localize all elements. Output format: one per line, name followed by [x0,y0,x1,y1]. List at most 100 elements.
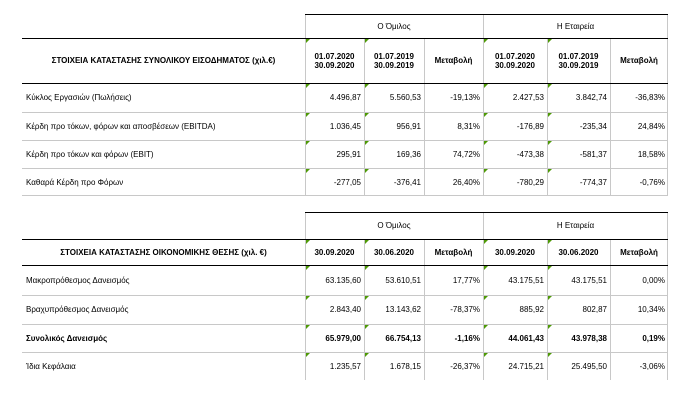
value-cell: -235,34 [579,121,607,131]
value-cell: -581,37 [579,149,607,159]
value-cell: 169,36 [396,149,421,159]
value-cell: 18,58% [637,149,665,159]
value-cell: -376,41 [393,177,421,187]
value-cell: 4.496,87 [329,93,361,102]
cell-marker-icon [484,296,488,300]
income-company-label: Η Εταιρεία [556,21,595,31]
value-cell: 956,91 [396,121,421,131]
income-column-header-row: ΣΤΟΙΧΕΙΑ ΚΑΤΑΣΤΑΣΗΣ ΣΥΝΟΛΙΚΟΥ ΕΙΣΟΔΗΜΑΤΟ… [22,38,668,83]
cell-marker-icon [548,169,552,173]
grid-line [364,239,365,380]
cell-marker-icon [306,84,310,88]
value-cell: 2.843,40 [329,305,361,314]
value-cell: -473,38 [516,149,544,159]
income-group-label: Ο Όμιλος [377,21,411,31]
grid-line [483,212,484,380]
value-cell: 43.175,51 [571,275,607,285]
value-cell: 10,34% [637,305,665,314]
value-cell: 885,92 [519,305,544,314]
cell-marker-icon [306,296,310,300]
row-label: Καθαρά Κέρδη προ Φόρων [26,177,124,187]
header-border [22,38,668,39]
balance-col-head: 30.06.2020 [558,247,599,257]
cell-marker-icon [484,39,488,43]
cell-marker-icon [548,296,552,300]
row-label: Ίδια Κεφάλαια [26,361,76,371]
grid-line [22,295,668,296]
value-cell: 802,87 [582,305,607,314]
value-cell: -78,37% [450,305,480,314]
grid-line [424,239,425,380]
cell-marker-icon [365,240,369,244]
value-cell: 5.560,53 [389,93,421,102]
value-cell: -19,13% [450,93,480,102]
table-row: Κύκλος Εργασιών (Πωλήσεις) 4.496,87 5.56… [22,83,668,112]
header-border [22,83,668,84]
cell-marker-icon [365,141,369,145]
table-row: Βραχυπρόθεσμος Δανεισμός 2.843,40 13.143… [22,295,668,324]
cell-marker-icon [484,169,488,173]
income-col-head: 01.07.2019 30.09.2019 [373,51,415,70]
grid-line [483,14,484,196]
income-statement-table: Ο Όμιλος Η Εταιρεία ΣΤΟΙΧΕΙΑ ΚΑΤΑΣΤΑΣΗΣ … [22,14,668,196]
grid-line [22,112,668,113]
grid-line [547,38,548,196]
header-border [305,14,668,15]
value-cell: 1.235,57 [329,361,361,371]
cell-marker-icon [484,240,488,244]
balance-header-title: ΣΤΟΙΧΕΙΑ ΚΑΤΑΣΤΑΣΗΣ ΟΙΚΟΝΟΜΙΚΗΣ ΘΕΣΗΣ (χ… [60,247,267,257]
header-border [305,212,668,213]
value-cell: -176,89 [516,121,544,131]
value-cell: 3.842,74 [575,93,607,102]
value-cell: -3,06% [639,361,665,371]
balance-group-header-row: Ο Όμιλος Η Εταιρεία [22,212,668,239]
table-row: Καθαρά Κέρδη προ Φόρων -277,05 -376,41 2… [22,168,668,196]
cell-marker-icon [548,240,552,244]
grid-line [547,239,548,380]
value-cell: 24.715,21 [508,361,544,371]
income-col-head: Μεταβολή [434,56,473,65]
cell-marker-icon [484,325,488,329]
cell-marker-icon [484,266,488,270]
grid-line [22,140,668,141]
cell-marker-icon [306,266,310,270]
cell-marker-icon [365,266,369,270]
income-col-head: 01.07.2020 30.09.2020 [314,51,355,70]
cell-marker-icon [306,325,310,329]
cell-marker-icon [548,141,552,145]
cell-marker-icon [365,169,369,173]
balance-col-head: 30.06.2020 [373,247,415,257]
header-border [22,265,668,266]
value-cell: -1,16% [454,333,480,343]
income-col-head: 01.07.2020 30.09.2020 [494,51,536,70]
grid-line [22,324,668,325]
value-cell: -36,83% [635,93,665,102]
cell-marker-icon [306,141,310,145]
cell-marker-icon [306,169,310,173]
value-cell: 65.979,00 [325,333,361,343]
grid-line [364,38,365,196]
income-col-head: Μεταβολή [620,56,658,65]
balance-col-head: 30.09.2020 [494,247,536,257]
balance-group-label: Ο Όμιλος [377,221,411,230]
table-row: Κέρδη προ τόκων, φόρων και αποσβέσεων (E… [22,112,668,140]
table-row: Μακροπρόθεσμος Δανεισμός 63.135,60 53.61… [22,265,668,295]
cell-marker-icon [548,353,552,357]
value-cell: 53.610,51 [385,275,421,285]
row-label: Συνολικός Δανεισμός [26,333,108,343]
table-row: Κέρδη προ τόκων και φόρων (EBIT) 295,91 … [22,140,668,168]
cell-marker-icon [484,353,488,357]
cell-marker-icon [365,325,369,329]
cell-marker-icon [306,113,310,117]
value-cell: 8,31% [457,121,480,131]
cell-marker-icon [365,39,369,43]
value-cell: 43.175,51 [508,275,544,285]
cell-marker-icon [365,84,369,88]
cell-marker-icon [548,39,552,43]
grid-line [305,14,306,196]
value-cell: 0,19% [642,333,665,343]
cell-marker-icon [306,240,310,244]
cell-marker-icon [365,113,369,117]
grid-line [22,168,668,169]
value-cell: 24,84% [637,121,665,131]
